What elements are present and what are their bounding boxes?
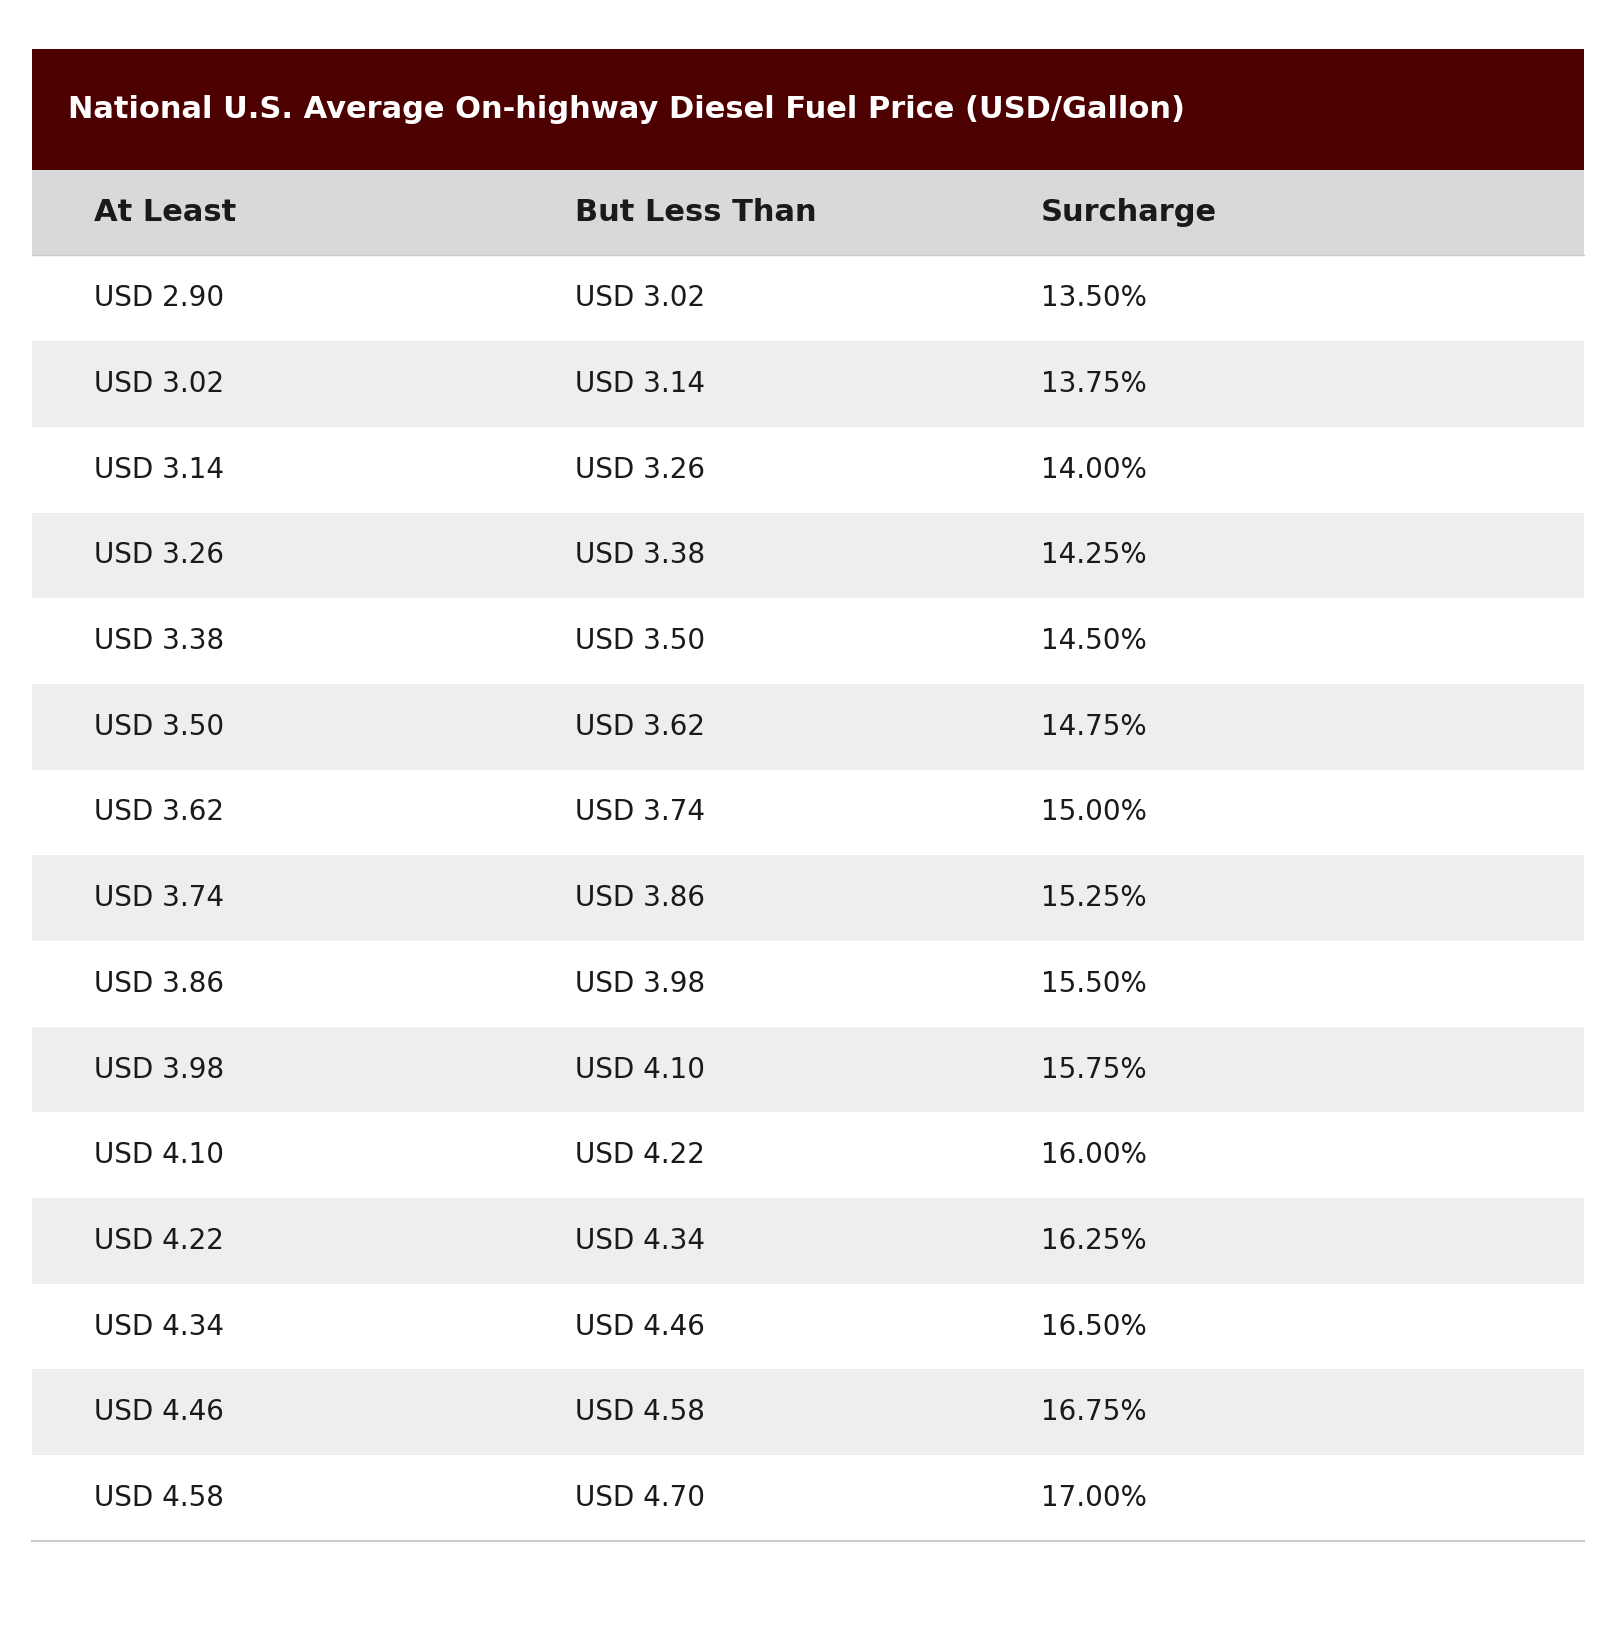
FancyBboxPatch shape [32, 1198, 1584, 1284]
Text: 15.75%: 15.75% [1041, 1056, 1146, 1083]
Text: USD 4.58: USD 4.58 [94, 1485, 225, 1511]
FancyBboxPatch shape [32, 427, 1584, 513]
Text: USD 4.46: USD 4.46 [94, 1399, 225, 1426]
Text: 13.75%: 13.75% [1041, 371, 1146, 397]
FancyBboxPatch shape [32, 513, 1584, 598]
Text: USD 3.62: USD 3.62 [575, 714, 705, 740]
FancyBboxPatch shape [32, 1027, 1584, 1112]
Text: USD 3.74: USD 3.74 [94, 885, 225, 911]
Text: USD 3.98: USD 3.98 [575, 971, 706, 997]
Text: 16.25%: 16.25% [1041, 1228, 1146, 1254]
Text: USD 3.50: USD 3.50 [575, 628, 706, 654]
FancyBboxPatch shape [32, 341, 1584, 427]
Text: USD 3.02: USD 3.02 [94, 371, 225, 397]
Text: USD 3.38: USD 3.38 [575, 542, 706, 569]
Text: USD 3.98: USD 3.98 [94, 1056, 225, 1083]
Text: 15.25%: 15.25% [1041, 885, 1146, 911]
FancyBboxPatch shape [32, 255, 1584, 341]
Text: USD 4.34: USD 4.34 [94, 1313, 225, 1340]
Text: 16.75%: 16.75% [1041, 1399, 1146, 1426]
Text: USD 3.02: USD 3.02 [575, 285, 706, 311]
FancyBboxPatch shape [32, 770, 1584, 855]
FancyBboxPatch shape [32, 684, 1584, 770]
Text: 16.50%: 16.50% [1041, 1313, 1146, 1340]
Text: 15.50%: 15.50% [1041, 971, 1146, 997]
Text: USD 3.50: USD 3.50 [94, 714, 225, 740]
FancyBboxPatch shape [32, 941, 1584, 1027]
Text: 14.75%: 14.75% [1041, 714, 1146, 740]
Text: USD 3.38: USD 3.38 [94, 628, 225, 654]
Text: USD 4.58: USD 4.58 [575, 1399, 705, 1426]
FancyBboxPatch shape [32, 1369, 1584, 1455]
Text: 14.00%: 14.00% [1041, 456, 1147, 483]
Text: At Least: At Least [94, 198, 236, 227]
Text: USD 4.10: USD 4.10 [575, 1056, 705, 1083]
Text: 14.50%: 14.50% [1041, 628, 1146, 654]
FancyBboxPatch shape [32, 49, 1584, 170]
Text: USD 4.46: USD 4.46 [575, 1313, 705, 1340]
FancyBboxPatch shape [32, 855, 1584, 941]
Text: USD 4.70: USD 4.70 [575, 1485, 705, 1511]
Text: 15.00%: 15.00% [1041, 799, 1147, 826]
Text: National U.S. Average On-highway Diesel Fuel Price (USD/Gallon): National U.S. Average On-highway Diesel … [68, 96, 1185, 124]
Text: 13.50%: 13.50% [1041, 285, 1147, 311]
Text: USD 3.26: USD 3.26 [575, 456, 705, 483]
Text: USD 3.14: USD 3.14 [575, 371, 705, 397]
FancyBboxPatch shape [32, 1284, 1584, 1369]
Text: USD 4.10: USD 4.10 [94, 1142, 225, 1168]
Text: USD 2.90: USD 2.90 [94, 285, 225, 311]
Text: 16.00%: 16.00% [1041, 1142, 1147, 1168]
FancyBboxPatch shape [32, 1455, 1584, 1541]
FancyBboxPatch shape [32, 1112, 1584, 1198]
Text: USD 3.26: USD 3.26 [94, 542, 225, 569]
Text: USD 4.22: USD 4.22 [94, 1228, 225, 1254]
Text: USD 4.22: USD 4.22 [575, 1142, 705, 1168]
Text: USD 3.86: USD 3.86 [575, 885, 705, 911]
Text: 17.00%: 17.00% [1041, 1485, 1147, 1511]
Text: 14.25%: 14.25% [1041, 542, 1146, 569]
Text: USD 3.62: USD 3.62 [94, 799, 225, 826]
Text: USD 3.74: USD 3.74 [575, 799, 705, 826]
FancyBboxPatch shape [32, 598, 1584, 684]
Text: USD 3.14: USD 3.14 [94, 456, 225, 483]
Text: USD 4.34: USD 4.34 [575, 1228, 705, 1254]
Text: But Less Than: But Less Than [575, 198, 818, 227]
FancyBboxPatch shape [32, 170, 1584, 255]
Text: Surcharge: Surcharge [1041, 198, 1217, 227]
Text: USD 3.86: USD 3.86 [94, 971, 225, 997]
